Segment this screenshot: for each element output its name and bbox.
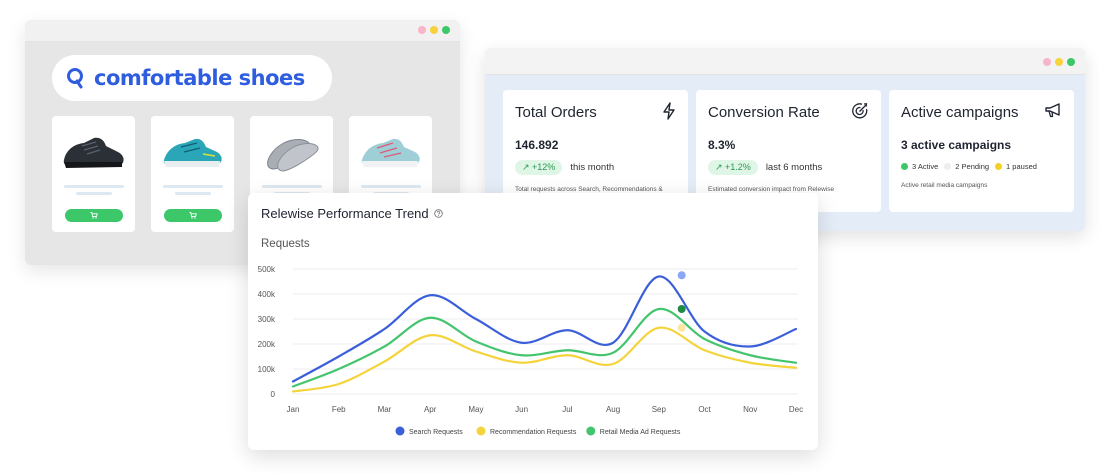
info-icon[interactable] (433, 209, 443, 218)
series-highlight-point (677, 323, 686, 332)
metric-title: Active campaigns (901, 104, 1019, 121)
performance-trend-card: 0 100k 200k 300k 400k 500k Jan Feb Mar Apr May Jun J… (248, 193, 818, 450)
status-label: 3 Active (912, 162, 939, 171)
status-dot-gray (944, 163, 952, 170)
legend-marker (395, 426, 405, 436)
window-dot-pink[interactable] (1043, 58, 1051, 66)
status-label: 2 Pending (955, 162, 990, 171)
delta-row: ↗ +1.2% last 6 months (708, 160, 869, 175)
performance-line-chart: 0 100k 200k 300k 400k 500k Jan Feb Mar Apr May Jun J… (258, 265, 803, 436)
metric-value: 3 active campaigns (901, 138, 1012, 152)
chart-y-axis-label: Requests (261, 238, 310, 250)
window-dot-yellow[interactable] (430, 26, 438, 34)
black-sneaker-image (63, 137, 124, 168)
y-tick-label: 200k (258, 340, 276, 349)
gray-insoles-image (267, 139, 319, 172)
legend-label: Recommendation Requests (490, 429, 577, 436)
window-dot-green[interactable] (1067, 58, 1075, 66)
chart-title-text: Relewise Performance Trend (261, 206, 429, 221)
conversion-rate-card: Conversion Rate 8.3% ↗ +1.2% last 6 mont… (696, 90, 881, 212)
x-tick-label: Apr (424, 405, 437, 414)
delta-badge: ↗ +1.2% (708, 160, 758, 175)
x-tick-label: Jan (287, 405, 300, 414)
y-tick-label: 0 (271, 390, 276, 399)
metric-value: 146.892 (515, 138, 559, 152)
delta-row: ↗ +12% this month (515, 160, 676, 175)
lightning-icon (663, 102, 675, 120)
y-tick-label: 500k (258, 265, 276, 274)
pink-sneaker-image (361, 138, 420, 167)
series-highlight-point (677, 305, 686, 313)
window-dot-pink[interactable] (418, 26, 426, 34)
window-titlebar (25, 20, 460, 42)
campaign-status-row: 3 Active 2 Pending 1 paused (901, 162, 1062, 171)
search-bar[interactable]: comfortable shoes (52, 55, 332, 101)
product-card[interactable] (52, 116, 135, 232)
add-to-cart-button[interactable] (65, 209, 123, 222)
megaphone-icon (1045, 103, 1060, 118)
status-paused: 1 paused (995, 162, 1037, 171)
status-active: 3 Active (901, 162, 938, 171)
window-controls (1043, 58, 1075, 66)
x-tick-label: Aug (606, 405, 620, 414)
x-tick-label: Jul (562, 405, 572, 414)
metric-value: 8.3% (708, 138, 736, 152)
status-dot-yellow (995, 163, 1003, 170)
delta-badge: ↗ +12% (515, 160, 563, 175)
window-controls (418, 26, 450, 34)
window-dot-yellow[interactable] (1055, 58, 1063, 66)
x-tick-label: Dec (789, 405, 803, 414)
cart-icon (90, 212, 98, 219)
metric-description: Active retail media campaigns (901, 182, 988, 189)
total-orders-card: Total Orders 146.892 ↗ +12% this month T… (503, 90, 688, 212)
metric-description: Estimated conversion impact from Relewis… (708, 186, 835, 193)
legend-marker (586, 426, 596, 436)
teal-sneaker-image (163, 138, 222, 167)
y-tick-label: 300k (258, 315, 276, 324)
status-pending: 2 Pending (944, 162, 989, 171)
search-demo-window: comfortable shoes (25, 20, 460, 265)
x-tick-label: May (468, 405, 483, 414)
delta-label: last 6 months (765, 162, 823, 173)
series-line-recommendation-requests (291, 326, 798, 393)
y-tick-label: 400k (258, 290, 276, 299)
cart-icon (189, 212, 197, 219)
series-line-search-requests (291, 275, 798, 383)
metric-title: Conversion Rate (708, 104, 820, 121)
add-to-cart-button[interactable] (164, 209, 222, 222)
status-dot-green (901, 163, 908, 170)
target-icon (852, 103, 868, 119)
x-tick-label: Jun (515, 405, 528, 414)
legend-marker (476, 426, 486, 436)
metric-title: Total Orders (515, 104, 597, 121)
x-tick-label: Feb (332, 405, 346, 414)
search-icon (67, 68, 83, 89)
delta-label: this month (570, 162, 615, 173)
series-highlight-point (677, 271, 686, 280)
legend-label: Retail Media Ad Requests (600, 429, 681, 436)
x-tick-label: Oct (698, 405, 711, 414)
series-line-retail-media-ad-requests (291, 307, 798, 388)
metric-cards: Total Orders 146.892 ↗ +12% this month T… (503, 90, 1074, 212)
active-campaigns-card: Active campaigns 3 active campaigns 3 Ac… (889, 90, 1074, 212)
y-tick-label: 100k (258, 365, 276, 374)
status-label: 1 paused (1006, 162, 1037, 171)
window-titlebar (485, 48, 1085, 75)
x-tick-label: Nov (743, 405, 757, 414)
x-tick-label: Sep (652, 405, 667, 414)
product-card[interactable] (151, 116, 234, 232)
legend-label: Search Requests (409, 429, 463, 436)
x-tick-label: Mar (378, 405, 392, 414)
chart-title: Relewise Performance Trend (261, 206, 443, 221)
window-dot-green[interactable] (442, 26, 450, 34)
search-query[interactable]: comfortable shoes (94, 66, 305, 90)
